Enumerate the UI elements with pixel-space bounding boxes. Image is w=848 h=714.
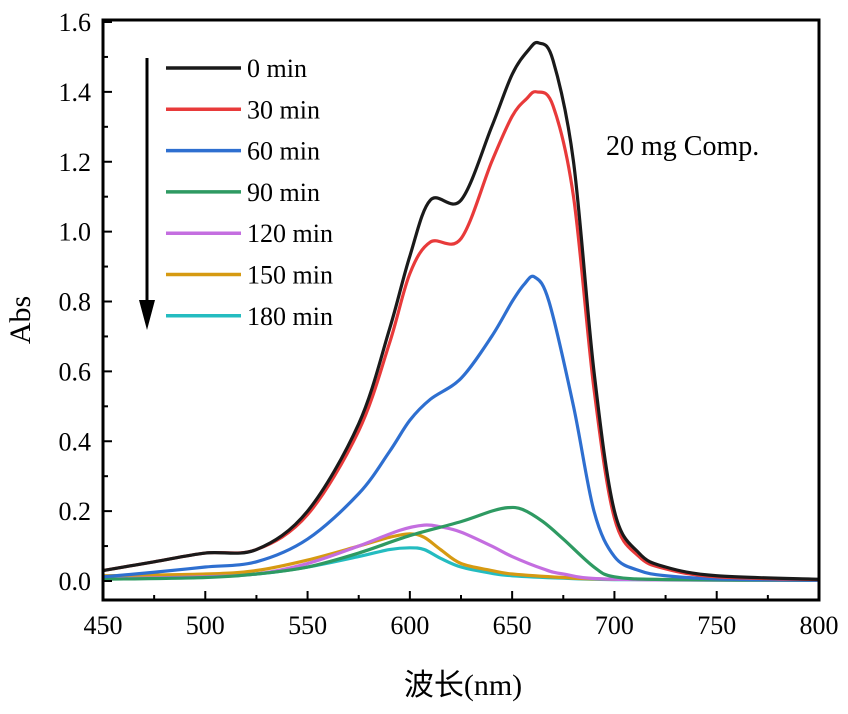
ticks-layer: 450 500 550 600 650 700 750 800 0.0 0.2 0.4 0.6 0.8 1… [59,8,839,640]
x-tick-label: 500 [186,611,225,640]
y-tick-label: 0.8 [59,288,92,317]
legend-label: 0 min [247,54,307,83]
y-tick-label: 0.6 [59,357,92,386]
x-tick-label: 550 [288,611,327,640]
legend-label: 180 min [247,302,333,331]
x-tick-label: 450 [84,611,123,640]
annotation-sample: 20 mg Comp. [606,131,759,162]
legend-label: 120 min [247,219,333,248]
series-line-30-min [102,90,820,582]
x-tick-label: 700 [595,611,634,640]
legend-label: 60 min [247,137,320,166]
y-tick-label: 0.4 [59,427,92,456]
x-tick-label: 750 [697,611,736,640]
legend: 0 min 30 min 60 min 90 min 120 min 150 min 180… [166,54,333,331]
y-tick-label: 1.6 [59,8,92,37]
y-tick-label: 0.0 [59,567,92,596]
series-layer [102,40,820,582]
legend-label: 30 min [247,95,320,124]
series-line-0-min [102,40,820,581]
series-line-60-min [102,274,820,582]
plot-frame [101,18,821,602]
x-tick-label: 650 [493,611,532,640]
legend-label: 150 min [247,261,333,290]
y-tick-label: 1.0 [59,218,92,247]
y-tick-label: 1.4 [59,78,92,107]
series-line-150-min [102,532,820,582]
time-arrow [139,58,155,330]
y-tick-label: 1.2 [59,148,92,177]
legend-label: 90 min [247,178,320,207]
series-line-90-min [102,505,820,582]
x-tick-label: 600 [390,611,429,640]
x-axis-title: 波长(nm) [404,669,522,702]
y-axis-title: Abs [4,296,37,344]
y-tick-label: 0.2 [59,497,92,526]
x-tick-label: 800 [800,611,839,640]
